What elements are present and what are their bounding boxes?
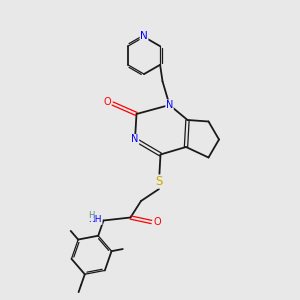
Text: H: H bbox=[88, 212, 94, 220]
Text: N: N bbox=[131, 134, 139, 145]
Text: N: N bbox=[140, 31, 148, 41]
Text: O: O bbox=[103, 97, 111, 107]
Text: NH: NH bbox=[88, 215, 102, 224]
Text: O: O bbox=[153, 217, 161, 227]
Text: S: S bbox=[155, 175, 163, 188]
Text: N: N bbox=[166, 100, 173, 110]
